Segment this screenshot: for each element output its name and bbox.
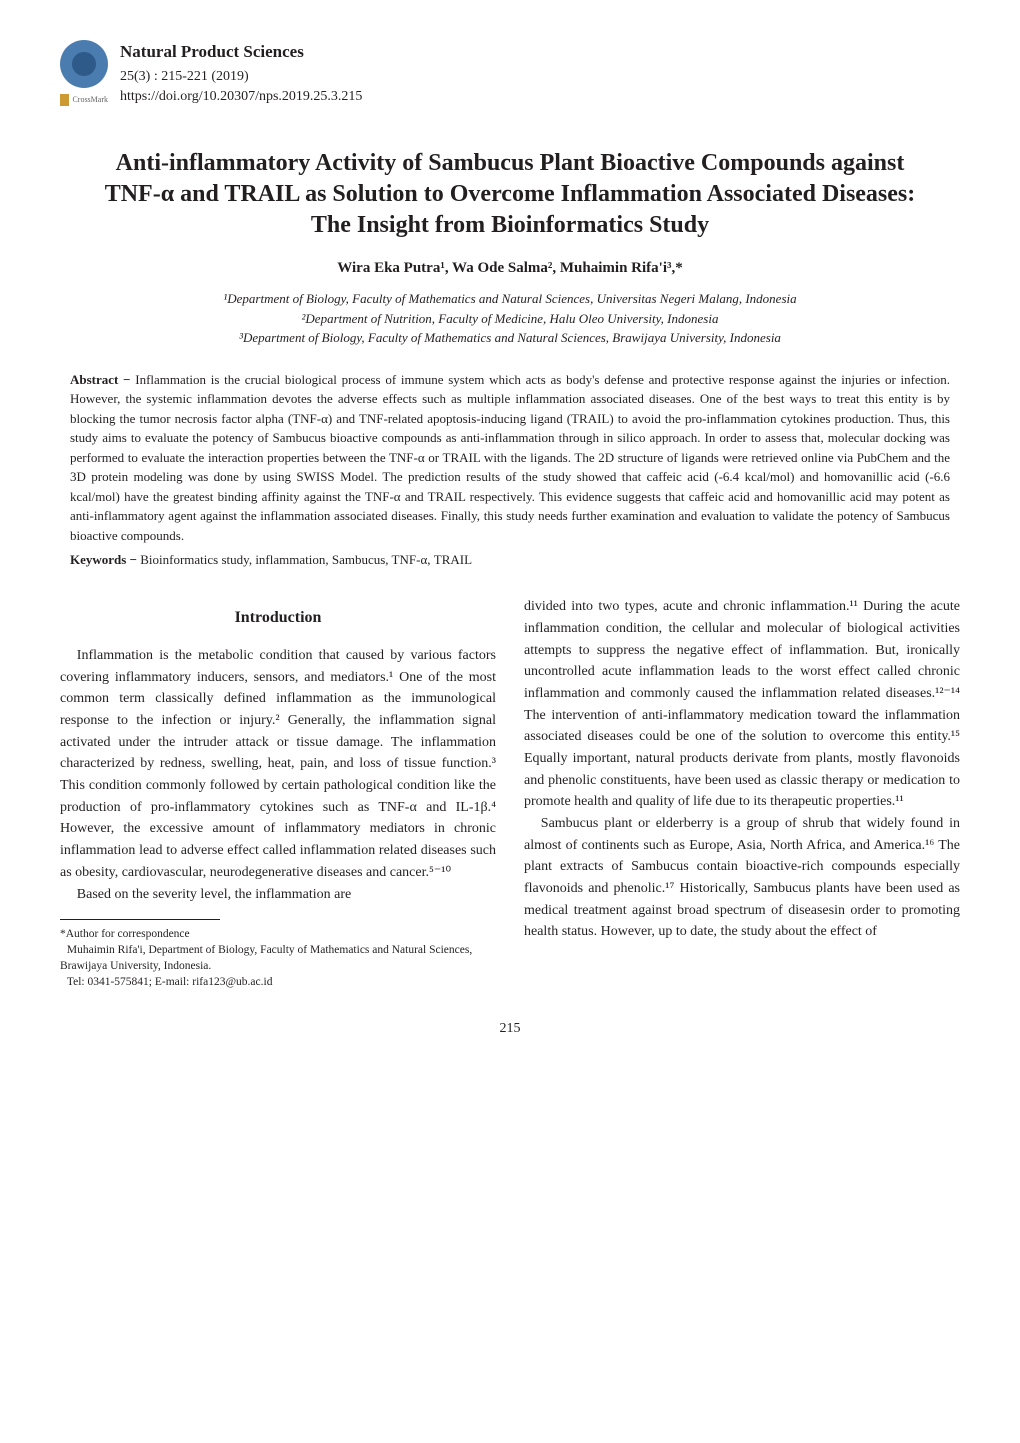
intro-left-p2: Based on the severity level, the inflamm… [60, 884, 496, 906]
footnote-line-2: Tel: 0341-575841; E-mail: rifa123@ub.ac.… [60, 974, 496, 990]
introduction-heading: Introduction [60, 606, 496, 631]
paper-title: Anti-inflammatory Activity of Sambucus P… [60, 148, 960, 242]
body-columns: Introduction Inflammation is the metabol… [60, 596, 960, 990]
journal-header: CrossMark Natural Product Sciences 25(3)… [60, 40, 960, 108]
footnote-rule [60, 919, 220, 920]
left-column: Introduction Inflammation is the metabol… [60, 596, 496, 990]
crossmark-square-icon [60, 94, 69, 106]
journal-name: Natural Product Sciences [120, 40, 960, 65]
intro-left-p1: Inflammation is the metabolic condition … [60, 645, 496, 884]
journal-logo-icon [60, 40, 108, 88]
crossmark-icon: CrossMark [60, 92, 108, 108]
page-number: 215 [60, 1019, 960, 1039]
affiliations: ¹Department of Biology, Faculty of Mathe… [60, 289, 960, 348]
abstract-text: Inflammation is the crucial biological p… [70, 372, 950, 543]
title-line-1: Anti-inflammatory Activity of Sambucus P… [116, 150, 905, 176]
abstract-block: Abstract − Inflammation is the crucial b… [70, 370, 950, 546]
abstract-label: Abstract − [70, 372, 131, 387]
intro-right-p2: Sambucus plant or elderberry is a group … [524, 813, 960, 943]
affiliation-2: ²Department of Nutrition, Faculty of Med… [60, 309, 960, 329]
keywords-label: Keywords − [70, 552, 137, 567]
authors-line: Wira Eka Putra¹, Wa Ode Salma², Muhaimin… [60, 258, 960, 280]
crossmark-label: CrossMark [72, 94, 108, 106]
title-line-2: TNF-α and TRAIL as Solution to Overcome … [105, 181, 916, 207]
journal-issue: 25(3) : 215-221 (2019) [120, 67, 960, 87]
affiliation-1: ¹Department of Biology, Faculty of Mathe… [60, 289, 960, 309]
logo-column: CrossMark [60, 40, 108, 108]
keywords-text: Bioinformatics study, inflammation, Samb… [140, 552, 472, 567]
affiliation-3: ³Department of Biology, Faculty of Mathe… [60, 328, 960, 348]
right-column: divided into two types, acute and chroni… [524, 596, 960, 990]
journal-info: Natural Product Sciences 25(3) : 215-221… [120, 40, 960, 107]
journal-doi: https://doi.org/10.20307/nps.2019.25.3.2… [120, 87, 960, 107]
footnote-line-1: Muhaimin Rifa'i, Department of Biology, … [60, 942, 496, 974]
intro-right-p1: divided into two types, acute and chroni… [524, 596, 960, 813]
keywords-block: Keywords − Bioinformatics study, inflamm… [70, 551, 950, 570]
title-line-3: The Insight from Bioinformatics Study [311, 212, 709, 238]
correspondence-footnote: *Author for correspondence Muhaimin Rifa… [60, 926, 496, 990]
footnote-corr-label: *Author for correspondence [60, 926, 496, 942]
title-block: Anti-inflammatory Activity of Sambucus P… [60, 148, 960, 348]
